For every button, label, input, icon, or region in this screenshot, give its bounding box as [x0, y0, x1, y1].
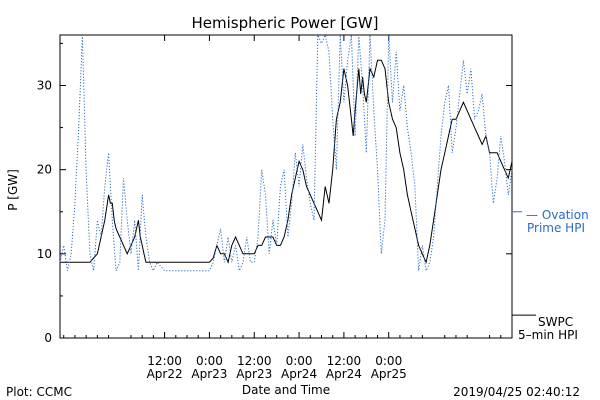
chart-title: Hemispheric Power [GW]: [192, 14, 379, 32]
y-axis-label: P [GW]: [6, 169, 20, 211]
x-tick-date: Apr25: [371, 367, 407, 381]
x-tick-time: 0:00: [196, 354, 223, 368]
x-tick-time: 0:00: [375, 354, 402, 368]
y-tick-label: 10: [37, 247, 52, 261]
x-tick-time: 12:00: [327, 354, 362, 368]
legend: — Ovation Prime HPI SWPC 5–min HPI: [512, 208, 589, 342]
series-swpc-line: [60, 59, 513, 264]
series-layer: [59, 33, 513, 273]
plot-frame: [59, 34, 513, 339]
legend-swpc-line1: SWPC: [538, 315, 573, 329]
plot-credit: Plot: CCMC: [6, 385, 72, 399]
x-tick-time: 12:00: [147, 354, 182, 368]
x-axis-label: Date and Time: [242, 383, 330, 397]
y-tick-label: 30: [37, 79, 52, 93]
x-tick-time: 12:00: [237, 354, 272, 368]
series-ovation-line: [59, 33, 513, 273]
x-axis: 12:00Apr220:00Apr2312:00Apr230:00Apr2412…: [63, 35, 502, 381]
x-tick-date: Apr22: [147, 367, 183, 381]
x-tick-date: Apr23: [236, 367, 272, 381]
y-tick-label: 0: [44, 331, 52, 345]
legend-swpc-line2: 5–min HPI: [518, 328, 578, 342]
x-tick-date: Apr23: [191, 367, 227, 381]
x-tick-date: Apr24: [326, 367, 362, 381]
y-tick-label: 20: [37, 163, 52, 177]
legend-ovation-line2: Prime HPI: [527, 221, 585, 235]
y-axis: 0 10 20 30: [37, 42, 512, 345]
x-tick-date: Apr24: [281, 367, 317, 381]
plot-timestamp: 2019/04/25 02:40:12: [453, 385, 580, 399]
x-tick-time: 0:00: [286, 354, 313, 368]
legend-ovation-line1: — Ovation: [526, 208, 589, 222]
